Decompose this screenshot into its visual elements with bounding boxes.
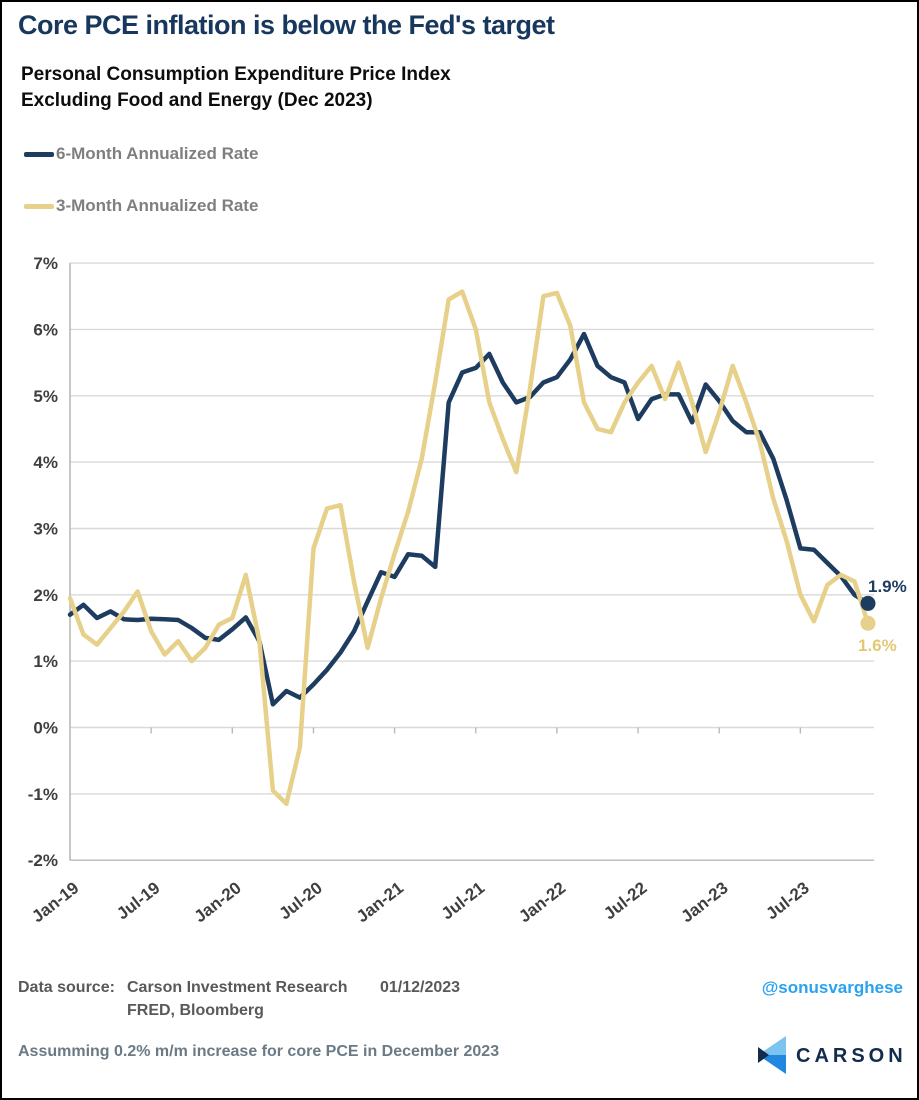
subtitle-line-2: Excluding Food and Energy (Dec 2023) [21,90,373,112]
end-value-label-3-month: 1.6% [858,636,897,655]
data-source-date: 01/12/2023 [380,979,461,996]
legend-label-6-month: 6-Month Annualized Rate [56,144,259,163]
carson-logo: CARSON [754,1034,907,1078]
twitter-handle: @sonusvarghese [761,978,903,997]
data-source-row: Data source: Carson Investment Research … [18,979,460,997]
pce-line-chart: 7% 6% 5% 4% 3% 2% 1% 0% -1% -2% Jan-19 Jul-19 Jan-20… [28,254,876,926]
chart-subtitle: Personal Consumption Expenditure Price I… [21,62,451,114]
svg-text:3%: 3% [33,520,58,539]
svg-text:Jul-22: Jul-22 [600,878,650,923]
subtitle-line-1: Personal Consumption Expenditure Price I… [21,64,451,85]
svg-text:Jul-21: Jul-21 [438,878,488,923]
svg-text:Jul-23: Jul-23 [762,878,812,923]
svg-text:7%: 7% [33,254,58,273]
svg-text:5%: 5% [33,387,58,406]
legend-item-6-month: 6-Month Annualized Rate [24,144,258,164]
page-title: Core PCE inflation is below the Fed's ta… [18,10,555,40]
svg-text:Jul-19: Jul-19 [113,878,163,923]
svg-text:-1%: -1% [28,785,58,804]
svg-text:Jan-22: Jan-22 [515,878,569,926]
end-value-label-6-month: 1.9% [868,577,907,596]
svg-text:4%: 4% [33,453,58,472]
data-source-line2: FRED, Bloomberg [127,1002,264,1019]
svg-text:Jul-20: Jul-20 [275,878,325,923]
svg-text:1%: 1% [33,652,58,671]
assumption-note: Assumming 0.2% m/m increase for core PCE… [18,1043,500,1060]
svg-text:Jan-23: Jan-23 [678,878,732,926]
svg-text:-2%: -2% [28,851,58,870]
legend-label-3-month: 3-Month Annualized Rate [56,196,259,215]
carson-logo-icon [758,1036,786,1074]
legend-item-3-month: 3-Month Annualized Rate [24,196,258,216]
svg-text:6%: 6% [33,320,58,339]
data-source-name: Carson Investment Research [127,979,348,996]
legend-swatch-3-month [24,203,54,209]
svg-text:Jan-21: Jan-21 [353,878,407,926]
carson-logo-text: CARSON [796,1044,907,1067]
svg-text:2%: 2% [33,586,58,605]
data-source-label: Data source: [18,979,115,996]
legend-swatch-6-month [24,151,54,157]
svg-text:0%: 0% [33,719,58,738]
svg-text:Jan-20: Jan-20 [191,878,245,926]
svg-text:Jan-19: Jan-19 [28,878,82,926]
